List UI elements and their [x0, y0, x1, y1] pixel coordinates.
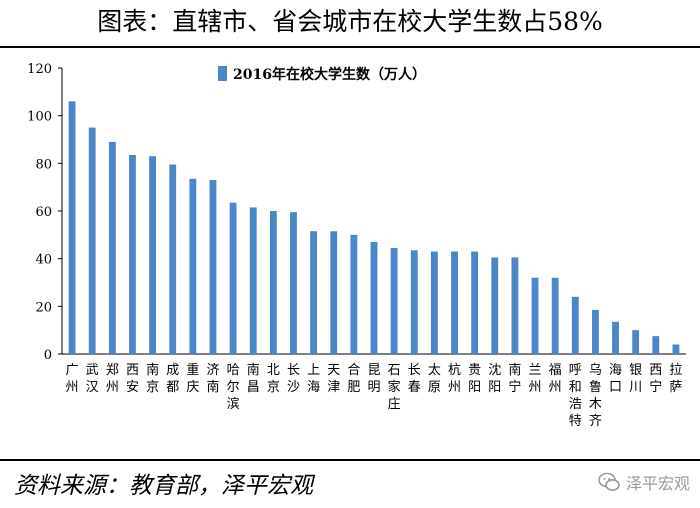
watermark: 泽平宏观 [598, 470, 690, 494]
x-category-label: 拉萨 [669, 363, 682, 395]
x-category-label: 合肥 [347, 363, 360, 395]
bar [249, 207, 257, 354]
bar [310, 231, 318, 354]
y-tick-label: 120 [27, 62, 52, 77]
x-category-label: 太原 [428, 363, 441, 395]
bar-chart: 2016年在校大学生数（万人） 0 20 40 60 80 100 120 广州武汉郑州西安… [27, 62, 686, 429]
bar [652, 336, 660, 354]
x-category-labels: 广州武汉郑州西安南京成都重庆济南哈尔滨南昌北京长沙上海天津合肥昆明石家庄长春太原… [66, 362, 683, 429]
y-tick-label: 20 [35, 300, 52, 315]
bar [370, 241, 378, 354]
x-category-label: 西宁 [649, 363, 662, 395]
x-category-label: 成都 [166, 363, 179, 395]
x-category-label: 沈阳 [488, 363, 501, 395]
y-tick-label: 0 [44, 348, 52, 363]
bar [491, 257, 499, 354]
x-category-label: 长沙 [287, 363, 300, 395]
bar [591, 309, 599, 354]
bar [129, 154, 136, 354]
x-category-label: 杭州 [448, 363, 461, 395]
x-category-label: 贵阳 [468, 363, 481, 395]
legend-label: 2016年在校大学生数（万人） [233, 66, 426, 83]
y-tick-label: 60 [35, 205, 52, 220]
bar [672, 344, 680, 354]
x-category-label: 北京 [267, 363, 280, 395]
x-category-label: 郑州 [106, 363, 119, 395]
x-category-label: 哈尔滨 [227, 363, 240, 412]
x-category-label: 济南 [206, 363, 219, 395]
bar [451, 251, 458, 354]
bar [390, 247, 398, 354]
bar [471, 251, 479, 354]
x-category-label: 银川 [629, 363, 642, 395]
x-category-label: 兰州 [529, 363, 542, 395]
x-category-label: 武汉 [86, 363, 99, 395]
figure-title: 图表：直辖市、省会城市在校大学生数占58% [97, 7, 603, 36]
bar [229, 202, 237, 354]
x-category-label: 南昌 [247, 362, 260, 395]
bar [68, 101, 76, 354]
bar [571, 296, 579, 354]
bar [290, 212, 297, 354]
y-axis: 0 20 40 60 80 100 120 [27, 62, 63, 363]
bar [551, 277, 559, 354]
source-note: 资料来源：教育部，泽平宏观 [14, 473, 313, 499]
bar [430, 251, 438, 354]
bar [209, 180, 217, 354]
bar [511, 257, 519, 354]
source-rule [0, 459, 700, 461]
wechat-icon [598, 472, 620, 491]
x-category-label: 海口 [609, 363, 622, 395]
bar [330, 231, 338, 354]
x-category-label: 昆明 [367, 363, 380, 395]
x-category-label: 石家庄 [388, 363, 401, 412]
bars [68, 101, 680, 354]
bar [612, 321, 619, 354]
legend-swatch [218, 66, 227, 81]
y-tick-label: 100 [27, 110, 52, 125]
bar [108, 141, 116, 354]
x-category-label: 南京 [146, 362, 159, 395]
bar [632, 330, 640, 354]
bar [149, 156, 157, 354]
bar [189, 178, 197, 354]
bar [350, 234, 358, 354]
x-category-label: 乌鲁木齐 [589, 362, 602, 429]
x-category-label: 西安 [126, 363, 139, 395]
bar [169, 164, 177, 354]
x-category-label: 上海 [307, 363, 320, 395]
x-category-label: 南宁 [508, 362, 521, 395]
x-category-label: 长春 [408, 363, 421, 395]
chart-legend: 2016年在校大学生数（万人） [218, 66, 426, 83]
title-rule [0, 46, 700, 48]
x-category-label: 重庆 [186, 362, 199, 395]
bar [269, 211, 277, 354]
y-tick-label: 40 [35, 253, 52, 268]
x-category-label: 福州 [549, 363, 562, 395]
x-category-label: 呼和浩特 [569, 363, 582, 429]
bar [88, 127, 96, 354]
bar [410, 250, 418, 354]
x-category-label: 天津 [327, 363, 340, 395]
bar [531, 277, 539, 354]
watermark-text: 泽平宏观 [625, 474, 690, 493]
y-tick-label: 80 [35, 157, 52, 172]
x-category-label: 广州 [66, 363, 79, 395]
